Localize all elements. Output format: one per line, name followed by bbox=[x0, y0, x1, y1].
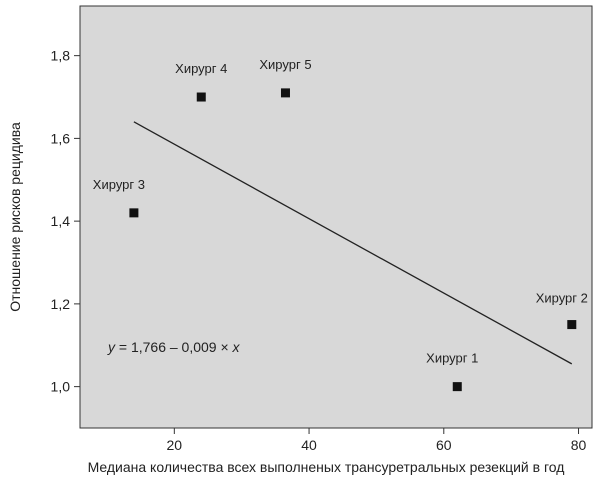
point-label: Хирург 5 bbox=[259, 57, 311, 72]
x-tick-label: 40 bbox=[301, 437, 317, 453]
y-tick-label: 1,6 bbox=[51, 130, 71, 146]
y-tick-label: 1,8 bbox=[51, 48, 71, 64]
y-tick-label: 1,4 bbox=[51, 213, 71, 229]
equation-rhs: = 1,766 – 0,009 × bbox=[115, 339, 233, 355]
axes: 1,0 1,2 1,4 1,6 1,8 20 40 60 80 bbox=[51, 48, 587, 453]
x-tick-label: 60 bbox=[436, 437, 452, 453]
equation-x-var: x bbox=[232, 339, 241, 355]
equation-y-var: y bbox=[107, 339, 116, 355]
point-label: Хирург 3 bbox=[93, 177, 145, 192]
data-point bbox=[567, 320, 577, 330]
x-tick-label: 20 bbox=[167, 437, 183, 453]
data-point bbox=[280, 88, 290, 98]
point-label: Хирург 4 bbox=[175, 61, 227, 76]
plot-area bbox=[79, 5, 593, 429]
x-axis-title: Медиана количества всех выполненых транс… bbox=[88, 459, 565, 475]
y-axis-title: Отношение рисков рецидива bbox=[7, 122, 23, 312]
point-label: Хирург 2 bbox=[536, 291, 588, 306]
y-tick-label: 1,0 bbox=[51, 379, 71, 395]
x-tick-label: 80 bbox=[571, 437, 587, 453]
y-tick-label: 1,2 bbox=[51, 296, 71, 312]
data-point bbox=[129, 208, 139, 218]
regression-line-group bbox=[133, 121, 573, 365]
data-point bbox=[452, 382, 462, 392]
regression-equation: y = 1,766 – 0,009 × x bbox=[107, 339, 241, 355]
data-points: Хирург 1 Хирург 2 Хирург 3 Хирург 4 Хирург 5 bbox=[93, 57, 588, 392]
data-point bbox=[196, 92, 206, 102]
regression-line bbox=[133, 121, 573, 365]
point-label: Хирург 1 bbox=[426, 351, 478, 366]
